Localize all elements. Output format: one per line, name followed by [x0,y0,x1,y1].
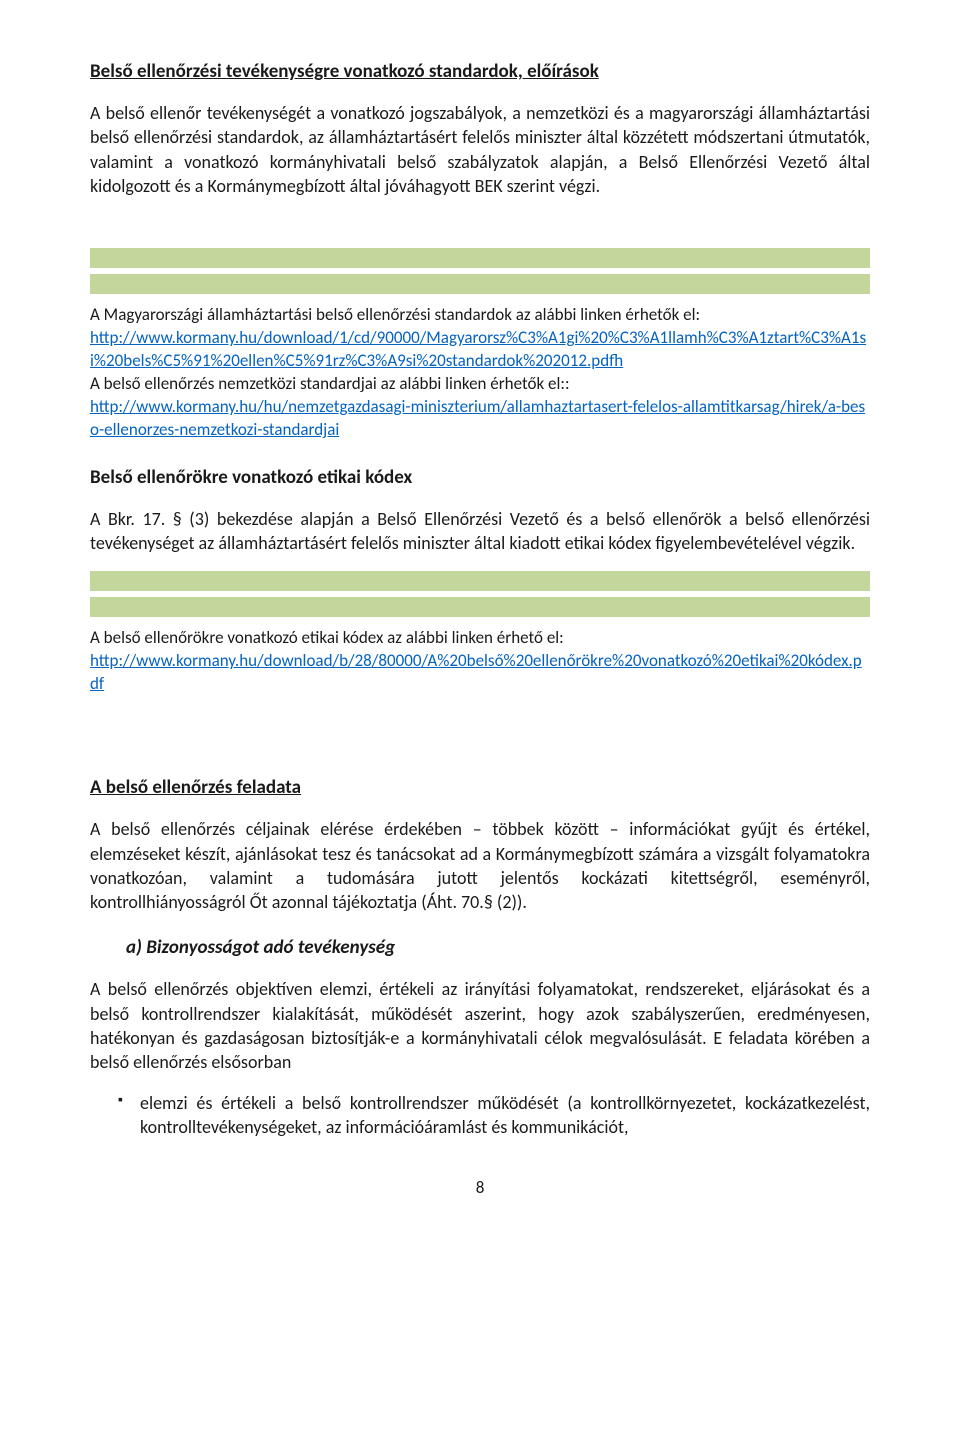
section3-paragraph: A belső ellenőrzés céljainak elérése érd… [90,817,870,914]
section1-paragraph: A belső ellenőr tevékenységét a vonatkoz… [90,101,870,198]
link-standards-intl[interactable]: http://www.kormany.hu/hu/nemzetgazdasagi… [90,396,865,440]
section1-title: Belső ellenőrzési tevékenységre vonatkoz… [90,60,870,83]
green-divider-bar [90,597,870,617]
green-divider-bar [90,248,870,268]
green-divider-bar [90,571,870,591]
link-ethics-code[interactable]: http://www.kormany.hu/download/b/28/8000… [90,650,862,694]
subsection-a-label: a) Bizonyosságot adó tevékenység [126,936,870,959]
link-block-1: A Magyarországi államháztartási belső el… [90,304,870,442]
link-block-2: A belső ellenőrökre vonatkozó etikai kód… [90,627,870,696]
linkblock1-intro2: A belső ellenőrzés nemzetközi standardja… [90,373,570,394]
spacer [90,720,870,748]
section3-title: A belső ellenőrzés feladata [90,776,870,799]
linkblock2-intro: A belső ellenőrökre vonatkozó etikai kód… [90,627,564,648]
subsection-a-paragraph: A belső ellenőrzés objektíven elemzi, ér… [90,977,870,1074]
bullet-list: elemzi és értékeli a belső kontrollrends… [118,1091,870,1140]
linkblock1-intro1: A Magyarországi államháztartási belső el… [90,304,700,325]
section2-title: Belső ellenőrökre vonatkozó etikai kódex [90,466,870,489]
section2-paragraph: A Bkr. 17. § (3) bekezdése alapján a Bel… [90,507,870,556]
spacer [90,748,870,776]
page-number: 8 [90,1177,870,1198]
link-standards-hu[interactable]: http://www.kormany.hu/download/1/cd/9000… [90,327,866,371]
green-divider-bar [90,274,870,294]
spacer [90,214,870,242]
document-page: Belső ellenőrzési tevékenységre vonatkoz… [0,0,960,1238]
list-item: elemzi és értékeli a belső kontrollrends… [118,1091,870,1140]
